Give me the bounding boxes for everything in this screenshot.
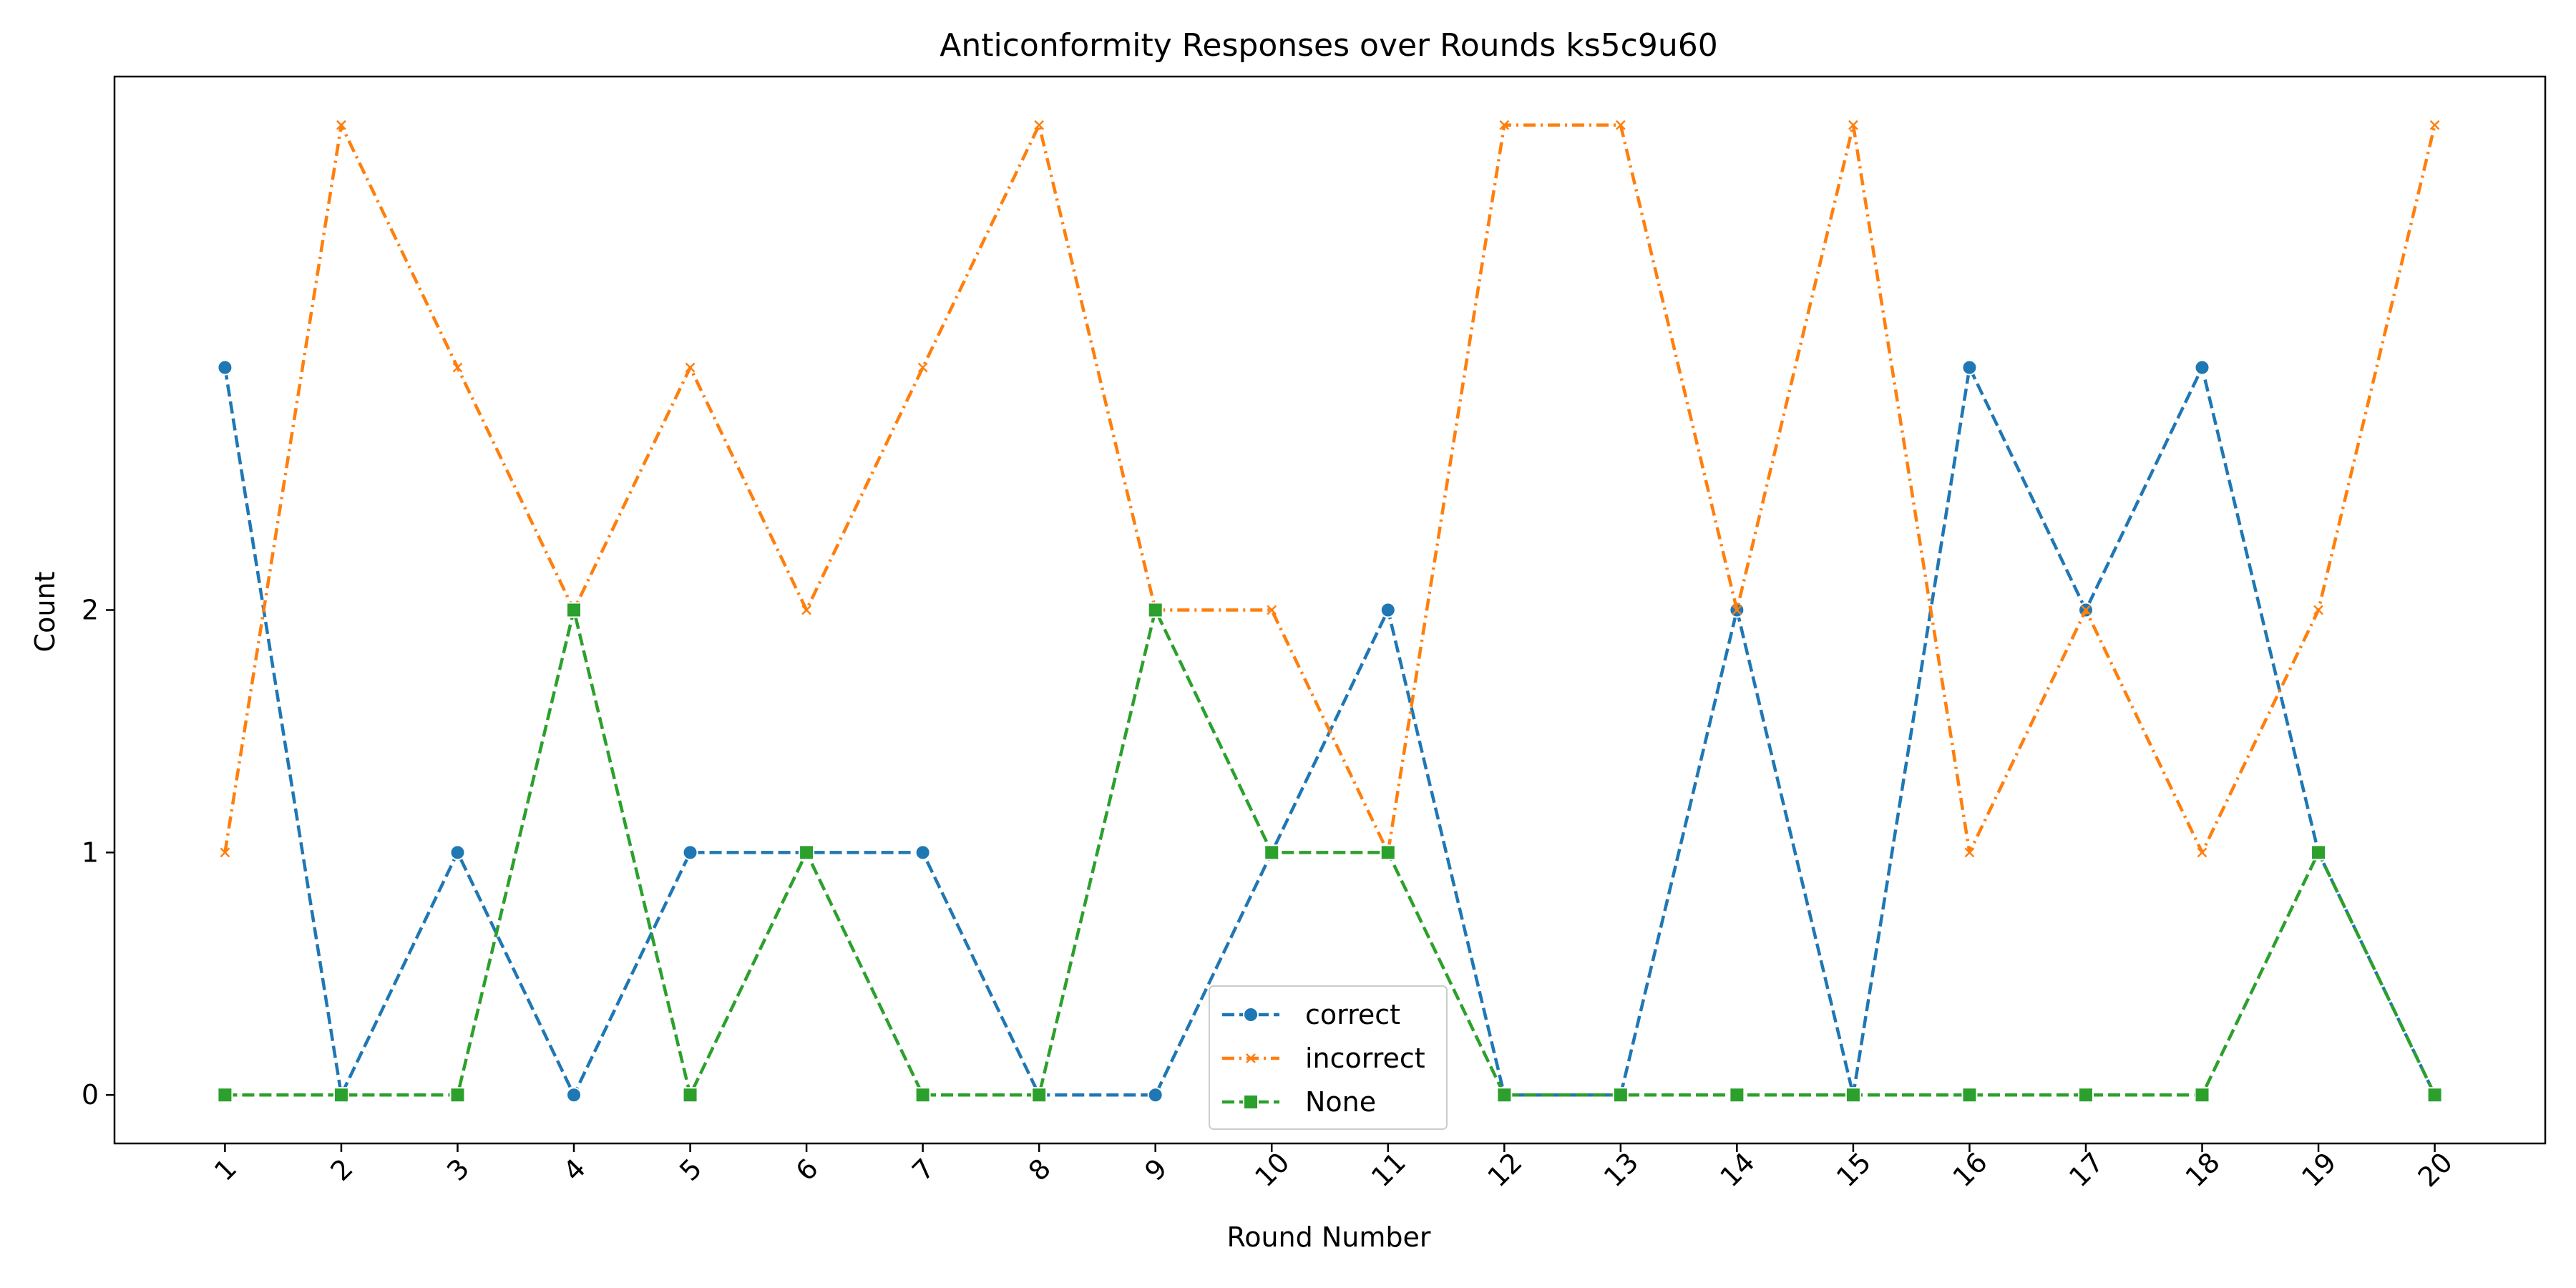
- none-line: [225, 608, 2436, 1097]
- none-point: [1612, 1087, 1629, 1103]
- legend-swatch-marker: [1246, 1053, 1256, 1063]
- correct-point: [914, 844, 931, 861]
- incorrect-point: [220, 847, 230, 858]
- incorrect-point: [452, 362, 463, 373]
- none-point: [2194, 1087, 2210, 1103]
- incorrect-point: [1034, 119, 1045, 130]
- legend-entry-correct: correct: [1222, 999, 1400, 1030]
- legend-label: None: [1305, 1086, 1376, 1118]
- correct-point: [566, 1087, 582, 1103]
- legend-label: incorrect: [1305, 1043, 1425, 1074]
- incorrect-line: [223, 123, 2436, 854]
- incorrect-point: [2313, 605, 2323, 615]
- legend-swatch-marker: [1243, 1094, 1259, 1110]
- incorrect-point: [685, 362, 696, 373]
- none-point: [1845, 1087, 1861, 1103]
- none-point: [333, 1087, 349, 1103]
- legend-swatch-marker: [1243, 1007, 1259, 1023]
- y-tick-label: 2: [82, 595, 99, 626]
- correct-point: [217, 359, 233, 376]
- none-point: [1147, 602, 1163, 618]
- none-point: [1961, 1087, 1978, 1103]
- incorrect-point: [336, 119, 346, 130]
- series-none: [217, 602, 2443, 1103]
- legend-entry-incorrect: incorrect: [1222, 1043, 1425, 1074]
- incorrect-point: [917, 362, 928, 373]
- none-point: [217, 1087, 233, 1103]
- none-point: [2426, 1087, 2443, 1103]
- legend-label: correct: [1305, 999, 1400, 1030]
- correct-point: [449, 844, 466, 861]
- incorrect-point: [1499, 119, 1510, 130]
- incorrect-point: [1267, 605, 1277, 615]
- series-layer: [217, 119, 2443, 1103]
- incorrect-point: [1848, 119, 1858, 130]
- correct-point: [1961, 359, 1978, 376]
- correct-point: [1147, 1087, 1163, 1103]
- y-tick-label: 0: [82, 1079, 99, 1111]
- none-point: [1496, 1087, 1513, 1103]
- none-point: [1380, 844, 1396, 861]
- none-point: [799, 844, 815, 861]
- none-point: [1031, 1087, 1048, 1103]
- none-point: [914, 1087, 931, 1103]
- chart-title: Anticonformity Responses over Rounds ks5…: [940, 27, 1717, 64]
- y-tick-label: 1: [82, 836, 99, 868]
- x-axis-label: Round Number: [1227, 1221, 1431, 1253]
- plot-frame: [113, 75, 2547, 1145]
- none-point: [682, 1087, 698, 1103]
- incorrect-point: [801, 605, 811, 615]
- none-point: [449, 1087, 466, 1103]
- none-point: [566, 602, 582, 618]
- none-point: [1264, 844, 1280, 861]
- none-point: [2077, 1087, 2094, 1103]
- legend-entry-none: None: [1222, 1086, 1376, 1118]
- incorrect-point: [1964, 847, 1975, 858]
- correct-point: [2194, 359, 2210, 376]
- legend-box: [1209, 985, 1448, 1130]
- incorrect-point: [2429, 119, 2440, 130]
- incorrect-point: [2197, 847, 2207, 858]
- correct-point: [1380, 602, 1396, 618]
- incorrect-point: [2081, 605, 2091, 615]
- none-point: [1729, 1087, 1745, 1103]
- legend: correct incorrect None: [1209, 985, 1448, 1130]
- y-axis-label: Count: [29, 572, 61, 653]
- incorrect-point: [1732, 605, 1742, 615]
- none-point: [2311, 844, 2327, 861]
- incorrect-point: [1615, 119, 1626, 130]
- correct-point: [682, 844, 698, 861]
